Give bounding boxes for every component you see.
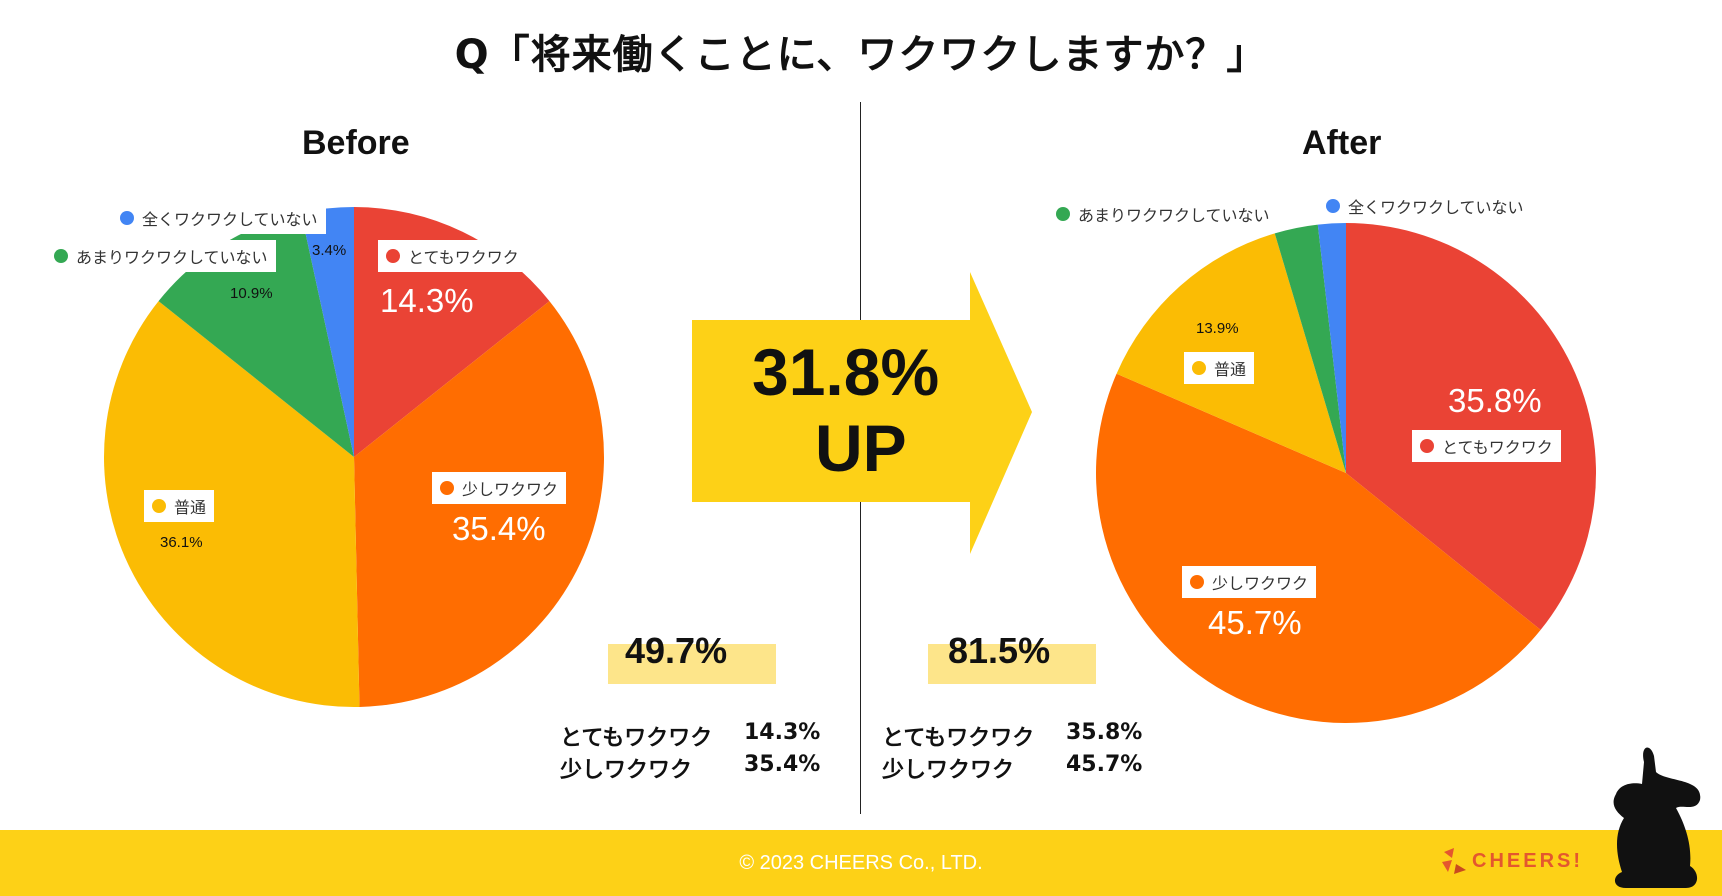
before-pct-totemo: 14.3% [380, 282, 474, 319]
after-label-zenku: 全くワクワクしていない [1318, 190, 1532, 222]
before-label-totemo: とてもワクワク [378, 240, 527, 272]
arrow-value: 31.8% [752, 335, 940, 409]
footer-bar [0, 830, 1722, 896]
up-arrow-icon [692, 272, 1032, 554]
label-text: 少しワクワク [462, 480, 559, 499]
page-title: Q「将来働くことに、ワクワクしますか？」 [454, 32, 1268, 78]
after-label-totemo: とてもワクワク [1412, 430, 1561, 462]
after-summary-row: 少しワクワク [882, 752, 1014, 784]
before-summary-row: とてもワクワク [560, 720, 712, 752]
label-text: とてもワクワク [408, 248, 519, 267]
before-label-sukoshi: 少しワクワク [432, 472, 567, 504]
label-text: 全くワクワクしていない [1348, 198, 1524, 217]
pie-slice-4 [158, 212, 354, 457]
after-pct-sukoshi: 45.7% [1208, 604, 1302, 641]
arrow-up-text: UP [815, 411, 907, 485]
pie-slice-4 [1274, 224, 1346, 473]
before-title: Before [302, 124, 410, 162]
copyright: © 2023 CHEERS Co., LTD. [739, 852, 983, 874]
yellow-dot-icon [1192, 361, 1206, 375]
label-text: 全くワクワクしていない [142, 210, 318, 229]
after-summary-value: 45.7% [1066, 752, 1143, 777]
pie-slice-5 [301, 207, 354, 457]
yellow-dot-icon [152, 499, 166, 513]
label-text: 普通 [174, 498, 207, 517]
pie-slice-1 [1346, 223, 1597, 630]
red-dot-icon [1420, 439, 1434, 453]
before-pie [103, 207, 604, 708]
pie-slice-2 [354, 301, 604, 707]
before-pct-zenku: 3.4% [312, 242, 347, 259]
before-pct-futsu: 36.1% [160, 534, 203, 551]
pie-slice-3 [103, 301, 360, 708]
after-summary-highlight [928, 644, 1096, 684]
before-summary-row: 少しワクワク [560, 752, 692, 784]
cheers-logo: CHEERS! [1472, 850, 1584, 872]
green-dot-icon [54, 249, 68, 263]
before-summary-total: 49.7% [625, 630, 728, 671]
label-text: 少しワクワク [1212, 574, 1309, 593]
after-label-sukoshi: 少しワクワク [1182, 566, 1317, 598]
pie-slice-5 [1317, 223, 1346, 473]
before-summary-value: 14.3% [744, 720, 821, 745]
before-label-futsu: 普通 [144, 490, 215, 522]
summary-label: とてもワクワク [560, 726, 713, 751]
after-title: After [1302, 124, 1382, 162]
summary-label: とてもワクワク [882, 726, 1035, 751]
red-dot-icon [386, 249, 400, 263]
blue-dot-icon [1326, 199, 1340, 213]
after-summary-total: 81.5% [948, 630, 1051, 671]
orange-dot-icon [1190, 575, 1204, 589]
summary-label: 少しワクワク [882, 758, 1015, 783]
after-pct-totemo: 35.8% [1448, 382, 1542, 419]
rabbit-silhouette-icon [1613, 747, 1701, 888]
label-text: あまりワクワクしていない [1078, 206, 1270, 225]
blue-dot-icon [120, 211, 134, 225]
before-label-zenku: 全くワクワクしていない [112, 202, 326, 234]
label-text: とてもワクワク [1442, 438, 1553, 457]
after-summary-value: 35.8% [1066, 720, 1143, 745]
label-text: 普通 [1214, 360, 1247, 379]
after-label-amari: あまりワクワクしていない [1048, 198, 1278, 230]
after-pie [1095, 223, 1597, 724]
cheers-logo-icon [1442, 848, 1466, 874]
before-summary-highlight [608, 644, 776, 684]
orange-dot-icon [440, 481, 454, 495]
after-pct-futsu: 13.9% [1196, 320, 1239, 337]
before-label-amari: あまりワクワクしていない [46, 240, 276, 272]
label-text: あまりワクワクしていない [76, 248, 268, 267]
before-pct-amari: 10.9% [230, 285, 273, 302]
after-label-futsu: 普通 [1184, 352, 1255, 384]
summary-label: 少しワクワク [560, 758, 693, 783]
before-summary-value: 35.4% [744, 752, 821, 777]
after-summary-row: とてもワクワク [882, 720, 1034, 752]
pie-slice-2 [1095, 373, 1541, 724]
before-pct-sukoshi: 35.4% [452, 510, 546, 547]
green-dot-icon [1056, 207, 1070, 221]
